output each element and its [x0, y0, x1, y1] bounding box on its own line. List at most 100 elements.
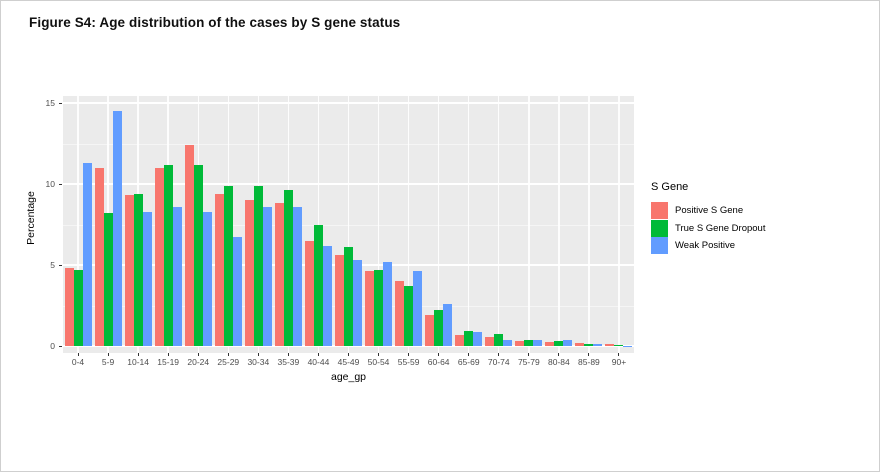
bar	[413, 271, 423, 346]
x-tick-label: 50-54	[367, 357, 390, 367]
y-tick-label: 10	[45, 178, 55, 189]
x-axis-tick	[558, 353, 560, 356]
x-axis-tick	[197, 353, 199, 356]
bar	[232, 237, 242, 346]
gridline-vertical	[468, 96, 470, 353]
bar	[253, 185, 263, 346]
legend-swatch-positive-s-gene	[651, 202, 668, 220]
y-tick-label: 15	[45, 97, 55, 108]
bar	[292, 206, 302, 346]
bar	[274, 203, 284, 346]
bar	[494, 333, 504, 346]
gridline-vertical	[588, 96, 590, 353]
x-axis-tick	[438, 353, 440, 356]
gridline-vertical	[437, 96, 440, 353]
bar	[193, 164, 203, 346]
bar	[545, 341, 555, 346]
x-tick-label: 85-89	[578, 357, 600, 367]
bar	[605, 344, 615, 346]
bar	[533, 339, 543, 346]
bar	[94, 167, 104, 346]
y-tick-label: 0	[50, 340, 55, 351]
bar	[335, 255, 344, 346]
x-tick-label: 65-69	[457, 357, 480, 367]
bar	[64, 268, 74, 346]
x-tick-label: 55-59	[397, 357, 420, 367]
bar	[563, 340, 573, 346]
bar	[473, 332, 483, 346]
bar	[503, 339, 513, 346]
x-tick-label: 90+	[611, 357, 627, 367]
x-axis-tick	[107, 353, 109, 356]
x-axis-tick	[588, 353, 590, 356]
x-tick-label: 25-29	[217, 357, 240, 367]
x-tick-label: 10-14	[127, 357, 149, 367]
y-axis-title: Percentage	[25, 191, 37, 245]
bar	[283, 190, 293, 346]
bar	[73, 269, 83, 346]
x-tick-label: 20-24	[187, 357, 210, 367]
x-tick-label: 75-79	[517, 357, 540, 367]
x-axis-tick	[257, 353, 259, 356]
legend: S Gene Positive S Gene True S Gene Dropout…	[651, 181, 765, 255]
bar	[395, 281, 405, 346]
bar	[515, 341, 525, 346]
bar	[464, 331, 474, 346]
x-axis-tick	[317, 353, 319, 356]
gridline-vertical	[77, 96, 79, 353]
bar	[554, 341, 564, 346]
figure-title: Figure S4: Age distribution of the cases…	[29, 15, 401, 30]
bar	[322, 245, 332, 346]
y-axis-tick	[59, 183, 62, 185]
bar	[353, 260, 362, 346]
x-tick-label: 40-44	[307, 357, 330, 367]
gridline-vertical	[377, 96, 380, 353]
bar	[584, 343, 594, 346]
bar	[425, 315, 435, 346]
bar	[455, 335, 465, 346]
x-axis-tick	[618, 353, 620, 356]
x-tick-label: 45-49	[337, 357, 360, 367]
bar	[304, 240, 314, 346]
plot-panel	[63, 96, 634, 353]
x-axis-tick	[348, 353, 349, 356]
bar	[443, 303, 453, 346]
bar	[365, 271, 375, 346]
bar	[593, 344, 603, 346]
x-axis-tick	[137, 353, 139, 356]
bar	[404, 286, 414, 346]
gridline-vertical	[498, 96, 500, 353]
legend-label: Weak Positive	[675, 240, 736, 252]
bar	[383, 261, 393, 346]
legend-title: S Gene	[651, 181, 689, 193]
bar	[103, 213, 113, 346]
legend-swatch-true-s-gene-dropout	[651, 219, 668, 237]
bar	[244, 200, 254, 346]
y-axis-tick	[59, 264, 62, 266]
x-tick-label: 60-64	[427, 357, 450, 367]
y-axis-tick	[59, 345, 62, 347]
bar	[154, 167, 164, 346]
x-tick-label: 35-39	[277, 357, 300, 367]
gridline-vertical	[528, 96, 530, 353]
gridline-vertical	[407, 96, 410, 353]
bar	[262, 206, 272, 346]
bar	[163, 164, 173, 346]
bar	[214, 193, 224, 346]
y-tick-label: 5	[50, 259, 55, 270]
x-axis-tick	[378, 353, 380, 356]
x-tick-label: 15-19	[157, 357, 180, 367]
bar	[485, 337, 495, 346]
x-axis-tick	[528, 353, 530, 356]
x-tick-label: 0-4	[71, 357, 85, 367]
bar	[124, 195, 134, 346]
x-axis-tick	[227, 353, 229, 356]
bar	[172, 206, 182, 346]
bar	[112, 111, 122, 346]
gridline-vertical	[618, 96, 620, 353]
x-tick-label: 5-9	[101, 357, 115, 367]
bar	[184, 145, 194, 346]
x-axis-title: age_gp	[330, 371, 367, 383]
